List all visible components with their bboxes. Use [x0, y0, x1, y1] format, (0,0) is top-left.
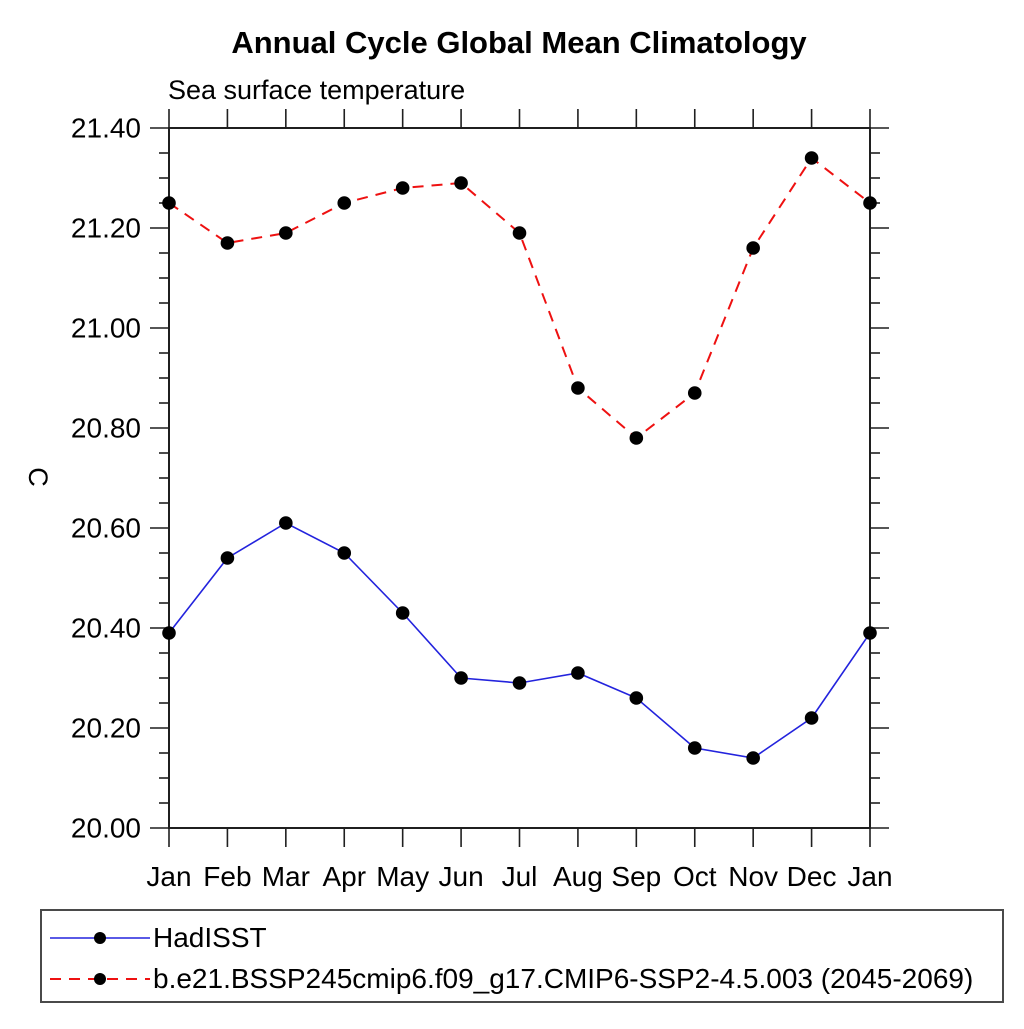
series-markers-1: [162, 151, 877, 445]
data-point: [629, 431, 644, 445]
x-tick-label: Sep: [611, 861, 661, 892]
data-point: [804, 711, 819, 725]
x-tick-label: May: [376, 861, 429, 892]
data-point: [512, 226, 527, 240]
y-tick-label: 20.00: [71, 813, 141, 844]
x-tick-label: Dec: [787, 861, 837, 892]
x-tick-label: Jun: [439, 861, 484, 892]
y-axis-label: C: [23, 467, 53, 487]
plot-area: 20.00 20.20 20.40 20.60 20.80 21.00 21.20 21.40…: [71, 109, 893, 892]
data-point: [804, 151, 819, 165]
legend: HadISST b.e21.BSSP245cmip6.f09_g17.CMIP6…: [40, 909, 1004, 1003]
series-markers-0: [162, 516, 877, 765]
y-tick-label: 21.40: [71, 113, 141, 144]
data-point: [162, 626, 176, 640]
data-point: [746, 241, 760, 255]
legend-label: HadISST: [153, 922, 267, 953]
x-tick-label: Jan: [847, 861, 892, 892]
data-point: [337, 546, 352, 560]
data-point: [629, 691, 644, 705]
data-point: [454, 176, 468, 190]
data-point: [220, 236, 235, 250]
x-tick-label: Oct: [673, 861, 717, 892]
data-point: [687, 741, 702, 755]
data-point: [395, 606, 410, 620]
chart-title: Annual Cycle Global Mean Climatology: [231, 25, 807, 60]
x-tick-label: Aug: [553, 861, 603, 892]
legend-line-swatch-icon: [50, 932, 150, 944]
data-point: [863, 626, 877, 640]
y-tick-label: 20.80: [71, 413, 141, 444]
series-line-1: [168, 156, 871, 440]
x-ticks: Jan Feb Mar Apr May Jun Jul Aug Sep Oct Nov Dec Jan: [146, 109, 893, 892]
legend-item-hadisst: HadISST: [47, 924, 267, 952]
x-tick-label: Jan: [146, 861, 191, 892]
series-line-0: [168, 522, 871, 759]
data-point: [395, 181, 410, 195]
data-point: [279, 226, 293, 240]
data-point: [863, 196, 877, 210]
data-point: [746, 751, 760, 765]
y-ticks: 20.00 20.20 20.40 20.60 20.80 21.00 21.20 21.40: [71, 113, 889, 844]
data-point: [337, 196, 352, 210]
x-tick-label: Feb: [203, 861, 251, 892]
data-point: [571, 666, 585, 680]
data-point: [512, 676, 527, 690]
y-tick-label: 21.00: [71, 313, 141, 344]
x-tick-label: Nov: [728, 861, 778, 892]
data-point: [162, 196, 176, 210]
data-point: [279, 516, 293, 530]
legend-item-cmip6: b.e21.BSSP245cmip6.f09_g17.CMIP6-SSP2-4.…: [47, 965, 973, 993]
x-tick-label: Jul: [502, 861, 538, 892]
legend-line-swatch-icon: [50, 973, 150, 985]
legend-label: b.e21.BSSP245cmip6.f09_g17.CMIP6-SSP2-4.…: [153, 963, 974, 994]
data-point: [687, 386, 702, 400]
chart-subtitle: Sea surface temperature: [168, 75, 465, 105]
data-point: [571, 381, 585, 395]
y-tick-label: 21.20: [71, 213, 141, 244]
y-tick-label: 20.60: [71, 513, 141, 544]
data-point: [220, 551, 235, 565]
y-tick-label: 20.40: [71, 613, 141, 644]
y-tick-label: 20.20: [71, 713, 141, 744]
x-tick-label: Mar: [262, 861, 310, 892]
x-tick-label: Apr: [322, 861, 366, 892]
data-point: [454, 671, 468, 685]
